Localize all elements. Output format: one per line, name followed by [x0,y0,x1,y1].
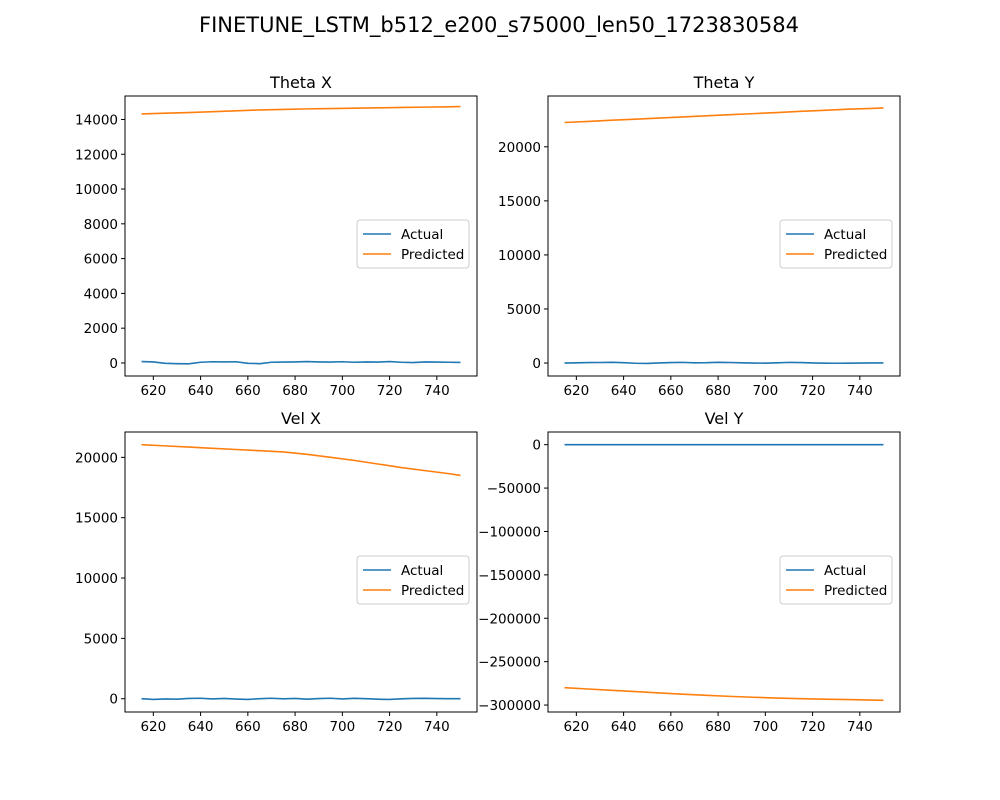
y-tick-label: 20000 [498,140,541,156]
y-tick-label: −200000 [478,611,541,627]
x-tick-label: 640 [611,719,637,735]
subplot-title: Vel X [281,409,321,428]
y-tick-label: −250000 [478,655,541,671]
axes-frame [547,95,901,377]
x-tick-label: 720 [377,719,403,735]
x-tick-label: 660 [235,383,261,399]
x-tick-label: 700 [329,719,355,735]
x-tick-label: 740 [424,719,450,735]
y-tick-label: 5000 [507,302,541,318]
legend-box [779,219,893,269]
y-tick-label: 6000 [84,252,118,268]
y-tick-label: 0 [532,356,541,372]
x-tick-label: 720 [377,383,403,399]
x-tick-label: 640 [188,383,214,399]
x-tick-label: 720 [800,719,826,735]
legend-label-actual: Actual [401,227,443,243]
x-tick-label: 740 [424,383,450,399]
legend: Actual Predicted [356,555,470,605]
legend: Actual Predicted [779,555,893,605]
y-tick-label: 0 [109,692,118,708]
y-tick-label: 12000 [75,147,118,163]
y-tick-label: 2000 [84,321,118,337]
y-tick-label: 4000 [84,286,118,302]
x-tick-label: 700 [329,383,355,399]
x-tick-label: 620 [140,719,166,735]
figure-suptitle: FINETUNE_LSTM_b512_e200_s75000_len50_172… [199,13,799,38]
x-tick-label: 660 [235,719,261,735]
series-line-predicted [564,686,884,702]
y-tick-label: −150000 [478,568,541,584]
y-tick-label: 8000 [84,217,118,233]
legend-label-predicted: Predicted [824,583,887,599]
subplot-theta-y: Theta Y 620 640 660 680 700 720 740 0 5000 10000 15… [498,73,901,399]
y-tick-label: 10000 [75,182,118,198]
series-line-predicted [141,105,461,115]
subplot-vel-x: Vel X 620 640 660 680 700 720 740 0 5000 10000 1500… [75,409,478,735]
x-tick-label: 680 [282,719,308,735]
x-tick-label: 620 [140,383,166,399]
y-tick-label: 0 [109,356,118,372]
x-tick-label: 740 [847,719,873,735]
y-tick-label: −100000 [478,524,541,540]
series-line-actual [564,361,884,365]
y-tick-label: 10000 [498,248,541,264]
y-tick-label: 20000 [75,450,118,466]
y-tick-label: 0 [532,438,541,454]
axes-frame [547,431,901,713]
y-tick-label: 15000 [498,194,541,210]
subplots: Theta X 620 640 660 680 700 720 740 0 2000 4000 600… [75,73,901,735]
subplot-title: Theta Y [693,73,755,92]
legend: Actual Predicted [356,219,470,269]
legend-box [779,555,893,605]
x-tick-label: 640 [188,719,214,735]
series-line-actual [141,697,461,701]
y-tick-label: −50000 [487,481,541,497]
legend-label-predicted: Predicted [824,247,887,263]
legend-label-actual: Actual [824,227,866,243]
subplot-title: Vel Y [705,409,744,428]
x-tick-label: 620 [563,383,589,399]
subplot-theta-x: Theta X 620 640 660 680 700 720 740 0 2000 4000 600… [75,73,478,399]
legend-label-actual: Actual [824,563,866,579]
x-tick-label: 700 [752,719,778,735]
series-line-predicted [564,107,884,124]
x-tick-label: 680 [705,383,731,399]
legend-label-actual: Actual [401,563,443,579]
subplot-vel-y: Vel Y 620 640 660 680 700 720 740 0 −50000 −100000… [478,409,901,735]
legend-box [356,555,470,605]
x-tick-label: 720 [800,383,826,399]
y-tick-label: −300000 [478,698,541,714]
legend-label-predicted: Predicted [401,247,464,263]
axes-frame [124,431,478,713]
y-tick-label: 5000 [84,631,118,647]
axes-frame [124,95,478,377]
y-tick-label: 10000 [75,571,118,587]
series-line-actual [141,360,461,365]
legend: Actual Predicted [779,219,893,269]
y-tick-label: 14000 [75,112,118,128]
x-tick-label: 660 [658,719,684,735]
y-tick-label: 15000 [75,511,118,527]
x-tick-label: 680 [282,383,308,399]
legend-label-predicted: Predicted [401,583,464,599]
x-tick-label: 740 [847,383,873,399]
x-tick-label: 640 [611,383,637,399]
x-tick-label: 680 [705,719,731,735]
x-tick-label: 700 [752,383,778,399]
legend-box [356,219,470,269]
series-line-predicted [141,443,461,477]
subplot-title: Theta X [269,73,332,92]
x-tick-label: 660 [658,383,684,399]
x-tick-label: 620 [563,719,589,735]
